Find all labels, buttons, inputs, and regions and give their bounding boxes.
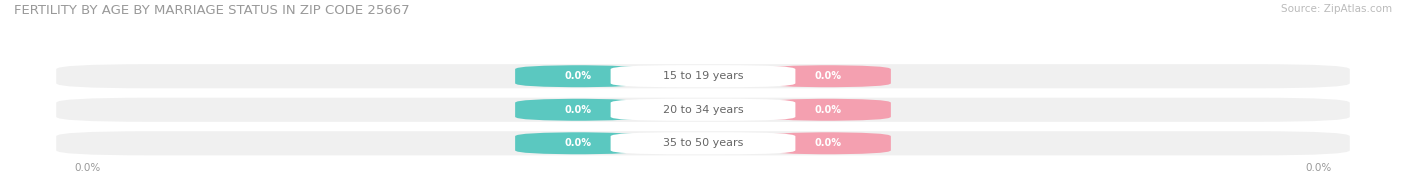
Text: 0.0%: 0.0% — [814, 71, 841, 81]
FancyBboxPatch shape — [515, 65, 641, 87]
Text: 20 to 34 years: 20 to 34 years — [662, 105, 744, 115]
FancyBboxPatch shape — [610, 65, 796, 87]
Text: 0.0%: 0.0% — [814, 138, 841, 148]
Text: 15 to 19 years: 15 to 19 years — [662, 71, 744, 81]
Text: 0.0%: 0.0% — [565, 105, 592, 115]
FancyBboxPatch shape — [765, 132, 891, 154]
FancyBboxPatch shape — [515, 99, 641, 121]
Text: Source: ZipAtlas.com: Source: ZipAtlas.com — [1281, 4, 1392, 14]
Text: 0.0%: 0.0% — [565, 138, 592, 148]
Text: 0.0%: 0.0% — [565, 71, 592, 81]
FancyBboxPatch shape — [56, 64, 1350, 88]
FancyBboxPatch shape — [56, 98, 1350, 122]
FancyBboxPatch shape — [765, 65, 891, 87]
FancyBboxPatch shape — [56, 131, 1350, 155]
Text: 35 to 50 years: 35 to 50 years — [662, 138, 744, 148]
FancyBboxPatch shape — [610, 99, 796, 121]
FancyBboxPatch shape — [610, 132, 796, 154]
Text: FERTILITY BY AGE BY MARRIAGE STATUS IN ZIP CODE 25667: FERTILITY BY AGE BY MARRIAGE STATUS IN Z… — [14, 4, 409, 17]
FancyBboxPatch shape — [765, 99, 891, 121]
FancyBboxPatch shape — [515, 132, 641, 154]
Text: 0.0%: 0.0% — [814, 105, 841, 115]
